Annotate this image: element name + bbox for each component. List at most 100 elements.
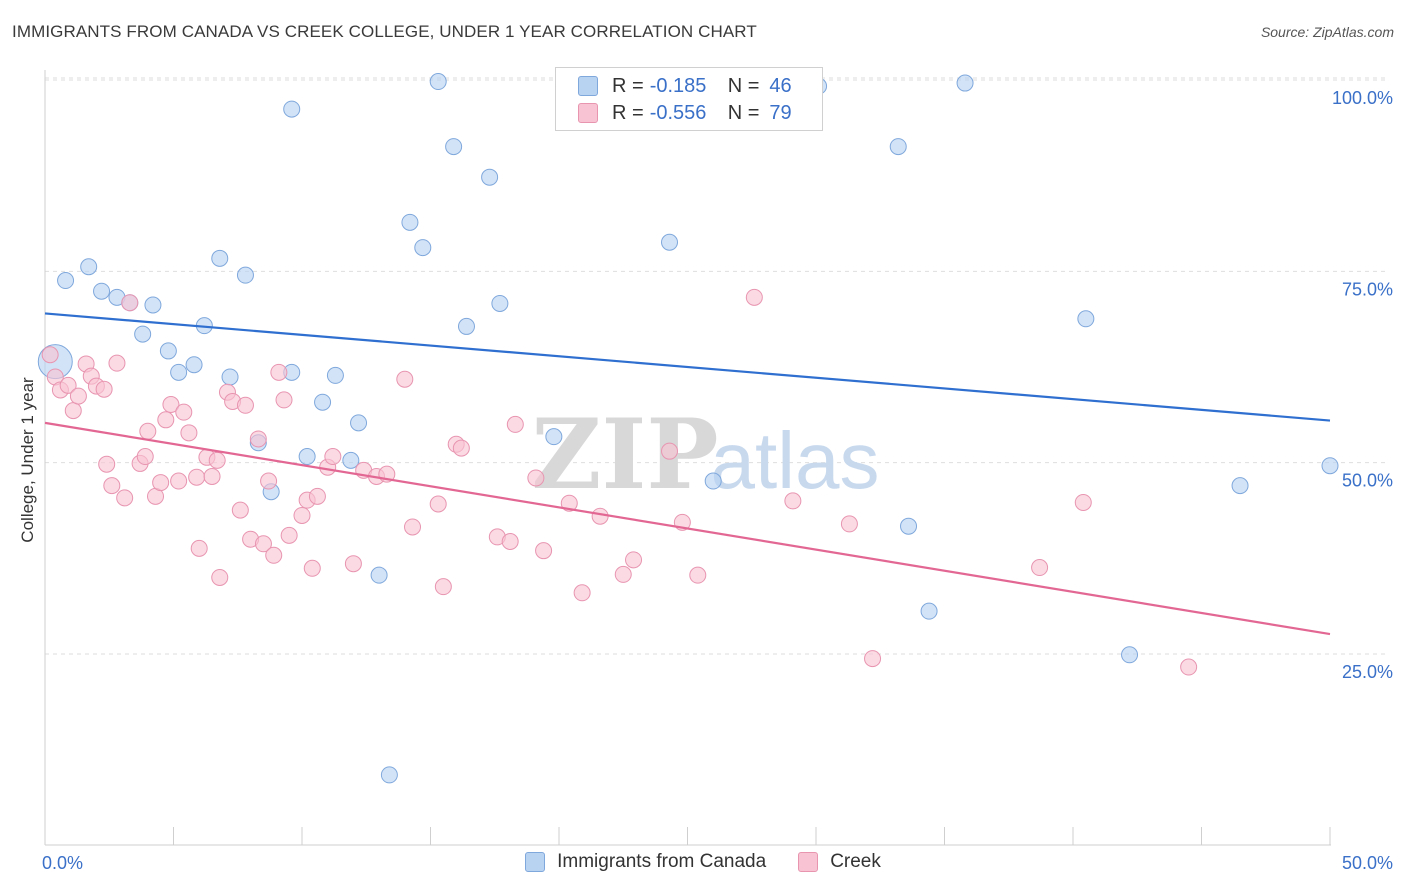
canada-point — [920, 602, 938, 620]
canada-point — [1077, 310, 1095, 328]
creek-point — [180, 424, 198, 442]
canada-point — [491, 294, 509, 312]
creek-point — [745, 288, 763, 306]
creek-point — [303, 559, 321, 577]
x-tick-label: 0.0% — [42, 853, 83, 873]
canada-point — [314, 393, 332, 411]
canada-point — [93, 282, 111, 300]
canada-point — [134, 325, 152, 343]
legend-n-value: 79 — [769, 101, 792, 124]
creek-point — [864, 650, 882, 668]
legend-row-canada: R = -0.185 N = 46 — [578, 73, 792, 99]
legend-r-value: -0.185 — [649, 74, 707, 97]
creek-point — [784, 492, 802, 510]
creek-point — [41, 346, 59, 364]
creek-point — [591, 507, 609, 525]
legend-n-label: N = — [727, 101, 760, 124]
creek-point — [614, 565, 632, 583]
legend-label-canada: Immigrants from Canada — [557, 851, 767, 872]
canada-point — [211, 249, 229, 267]
canada-point — [545, 428, 563, 446]
canada-point — [298, 448, 316, 466]
creek-point — [260, 472, 278, 490]
creek-trendline — [44, 421, 1331, 636]
chart-title: IMMIGRANTS FROM CANADA VS CREEK COLLEGE,… — [12, 22, 757, 41]
creek-point — [1074, 493, 1092, 511]
creek-point — [293, 506, 311, 524]
canada-point — [481, 168, 499, 186]
creek-point — [152, 474, 170, 492]
creek-point — [103, 477, 121, 495]
canada-point — [342, 451, 360, 469]
canada-point — [283, 100, 301, 118]
creek-point — [175, 403, 193, 421]
creek-point — [434, 578, 452, 596]
canada-point — [956, 74, 974, 92]
legend-r-label: R = — [612, 101, 644, 124]
creek-point — [190, 539, 208, 557]
creek-point — [157, 411, 175, 429]
axis-layer — [44, 70, 1331, 846]
creek-point — [208, 451, 226, 469]
y-tick-label: 75.0% — [1342, 279, 1393, 299]
canada-point — [159, 342, 177, 360]
creek-point — [501, 532, 519, 550]
legend-r-value: -0.556 — [649, 101, 707, 124]
legend-n-value: 46 — [769, 74, 792, 97]
creek-point — [231, 501, 249, 519]
canada-point — [170, 363, 188, 381]
canada-point — [185, 356, 203, 374]
creek-point — [64, 402, 82, 420]
creek-point — [116, 489, 134, 507]
y-tick-label: 100.0% — [1332, 88, 1393, 108]
trend-layer — [44, 312, 1331, 636]
creek-point — [527, 469, 545, 487]
watermark: ZIP atlas — [531, 398, 879, 511]
creek-point — [625, 551, 643, 569]
legend-swatch-creek — [578, 103, 598, 123]
legend-label-creek: Creek — [830, 851, 881, 872]
creek-point — [452, 439, 470, 457]
stats-legend: R = -0.185 N = 46 R = -0.556 N = 79 — [555, 67, 823, 131]
tick-label-layer: 25.0% 50.0% 75.0% 100.0% 0.0% 50.0% — [42, 88, 1393, 873]
canada-point — [350, 414, 368, 432]
y-axis-label: College, Under 1 year — [18, 377, 37, 543]
creek-point — [275, 391, 293, 409]
creek-point — [188, 468, 206, 486]
canada-point — [380, 766, 398, 784]
creek-point — [136, 448, 154, 466]
creek-point — [108, 354, 126, 372]
canada-point — [221, 368, 239, 386]
creek-point — [203, 467, 221, 485]
creek-point — [573, 584, 591, 602]
y-tick-label: 50.0% — [1342, 471, 1393, 491]
points-layer — [37, 73, 1339, 784]
creek-point — [254, 535, 272, 553]
creek-point — [1031, 559, 1049, 577]
canada-point — [144, 296, 162, 314]
legend-item-creek: Creek — [798, 851, 881, 873]
creek-point — [98, 455, 116, 473]
creek-point — [429, 495, 447, 513]
canada-point — [57, 272, 75, 290]
canada-point — [1231, 477, 1249, 495]
canada-point — [236, 266, 254, 284]
canada-point — [326, 366, 344, 384]
series-legend: Immigrants from Canada Creek — [0, 851, 1406, 873]
creek-point — [249, 430, 267, 448]
canada-point — [900, 517, 918, 535]
creek-point — [535, 542, 553, 560]
canada-point — [414, 239, 432, 257]
chart-source: Source: ZipAtlas.com — [1260, 24, 1394, 40]
creek-point — [661, 442, 679, 460]
canada-trendline — [44, 312, 1331, 422]
legend-n-label: N = — [727, 74, 760, 97]
canada-point — [1321, 457, 1339, 475]
creek-point — [308, 487, 326, 505]
creek-point — [265, 546, 283, 564]
creek-point — [211, 568, 229, 586]
creek-point — [324, 448, 342, 466]
legend-item-canada: Immigrants from Canada — [525, 851, 766, 873]
watermark-atlas: atlas — [711, 416, 880, 505]
